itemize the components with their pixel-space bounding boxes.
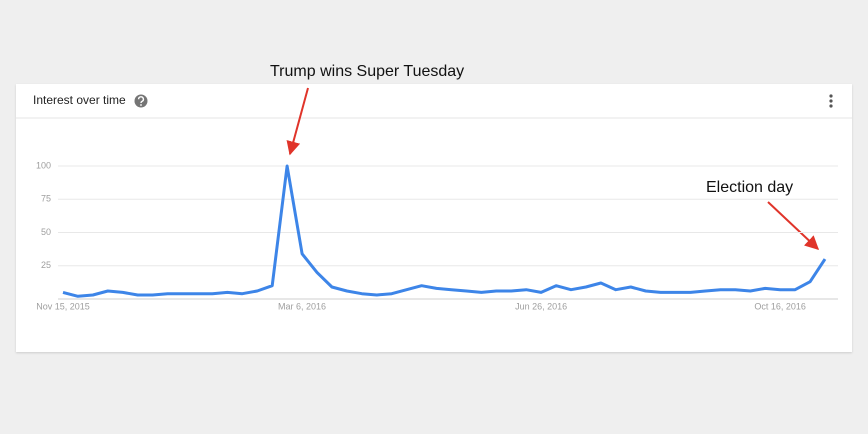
card	[16, 84, 852, 352]
y-tick-label: 25	[41, 260, 51, 270]
x-tick-label: Jun 26, 2016	[515, 301, 567, 311]
x-tick-label: Mar 6, 2016	[278, 301, 326, 311]
y-tick-label: 75	[41, 194, 51, 204]
menu-icon[interactable]	[829, 94, 833, 108]
annotation-arrow	[767, 201, 820, 250]
annotation: Trump wins Super Tuesday	[270, 63, 464, 80]
trend-line	[62, 164, 827, 298]
y-tick-label: 100	[36, 160, 51, 170]
x-tick-label: Oct 16, 2016	[754, 301, 806, 311]
annotation: Election day	[706, 179, 793, 196]
annotation-arrow	[286, 87, 309, 156]
x-tick-label: Nov 15, 2015	[36, 301, 90, 311]
card-title: Interest over time	[33, 93, 126, 107]
y-tick-label: 50	[41, 227, 51, 237]
help-icon[interactable]	[134, 94, 148, 108]
